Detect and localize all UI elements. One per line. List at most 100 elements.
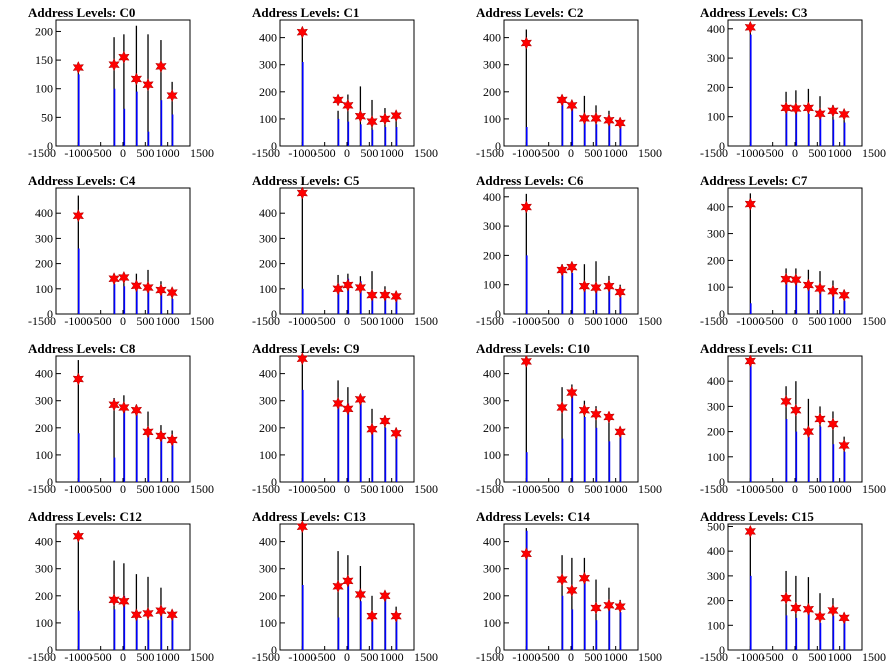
star-marker-icon: [790, 403, 802, 417]
star-marker-icon: [118, 400, 130, 415]
x-tick-label: -1000: [288, 650, 316, 664]
y-tick-label: 0: [495, 307, 501, 321]
panel-12: Address Levels: C12 0 100 200 300 400 -1500 -10…: [28, 509, 214, 664]
chart-title: Address Levels: C4: [28, 173, 136, 188]
star-marker-icon: [390, 426, 402, 440]
x-tick-label: 0: [120, 650, 126, 664]
star-marker-icon: [72, 60, 85, 75]
star-marker-icon: [556, 572, 568, 587]
x-tick-label: 0: [568, 314, 574, 328]
plot-frame: [279, 355, 415, 483]
y-tick-label: 200: [35, 24, 53, 38]
y-tick-label: 100: [35, 616, 53, 630]
star-marker-icon: [155, 429, 167, 443]
y-tick-label: 400: [707, 22, 725, 36]
x-tick-label: -500: [314, 482, 336, 496]
x-tick-label: 1500: [638, 314, 662, 328]
panel-8: Address Levels: C8 0 100 200 300 400 -1500 -100…: [28, 341, 214, 496]
y-tick-label: 100: [707, 280, 725, 294]
star-marker-icon: [342, 278, 354, 292]
chart-title: Address Levels: C5: [252, 173, 360, 188]
star-marker-icon: [566, 260, 578, 274]
x-tick-label: 500: [360, 650, 378, 664]
star-marker-icon: [390, 609, 402, 623]
star-marker-icon: [108, 593, 120, 607]
star-marker-icon: [744, 354, 757, 368]
x-tick-label: 0: [792, 482, 798, 496]
star-marker-icon: [827, 104, 839, 118]
star-marker-icon: [802, 278, 815, 292]
x-tick-label: 0: [568, 482, 574, 496]
star-marker-icon: [838, 438, 850, 453]
x-tick-label: -500: [90, 482, 112, 496]
y-tick-label: 200: [483, 248, 501, 262]
y-tick-label: 100: [483, 616, 501, 630]
chart-title: Address Levels: C0: [28, 5, 135, 20]
x-tick-label: -1500: [700, 650, 728, 664]
x-tick-label: -500: [762, 482, 784, 496]
chart-title: Address Levels: C12: [28, 509, 142, 524]
x-tick-label: -1000: [64, 146, 92, 160]
y-tick-label: 0: [47, 307, 53, 321]
chart-title: Address Levels: C10: [476, 341, 590, 356]
panel-13: Address Levels: C13 0 100 200 300 400 -1500 -10…: [252, 509, 438, 664]
chart-title: Address Levels: C7: [700, 173, 808, 188]
x-tick-label: 500: [584, 482, 602, 496]
plot-frame: [55, 19, 191, 147]
y-tick-label: 300: [259, 562, 277, 576]
star-marker-icon: [814, 412, 826, 426]
star-marker-icon: [814, 107, 826, 121]
x-tick-label: -500: [90, 146, 112, 160]
y-tick-label: 400: [707, 374, 725, 388]
y-tick-label: 400: [259, 31, 277, 45]
y-tick-label: 0: [271, 139, 277, 153]
x-tick-label: -500: [90, 650, 112, 664]
y-tick-label: 100: [707, 618, 725, 632]
y-tick-label: 400: [35, 206, 53, 220]
y-tick-label: 100: [35, 282, 53, 296]
y-tick-label: 100: [483, 112, 501, 126]
star-marker-icon: [827, 284, 839, 298]
x-tick-label: 500: [584, 650, 602, 664]
star-marker-icon: [838, 107, 850, 121]
star-marker-icon: [366, 114, 378, 129]
star-marker-icon: [354, 280, 367, 295]
x-tick-label: 0: [120, 314, 126, 328]
star-marker-icon: [166, 608, 178, 622]
y-tick-label: 100: [707, 110, 725, 124]
y-tick-label: 300: [259, 394, 277, 408]
y-tick-label: 100: [259, 448, 277, 462]
x-tick-label: 1500: [638, 146, 662, 160]
panel-6: Address Levels: C6 0 100 200 300 400 -1500 -100…: [476, 173, 662, 328]
x-tick-label: -1000: [736, 482, 764, 496]
x-tick-label: 1000: [380, 314, 404, 328]
x-tick-label: 1500: [414, 146, 438, 160]
x-tick-label: 1000: [604, 650, 628, 664]
y-tick-label: 400: [259, 535, 277, 549]
x-tick-label: 500: [808, 314, 826, 328]
star-marker-icon: [166, 88, 178, 103]
star-marker-icon: [296, 25, 309, 39]
star-marker-icon: [790, 273, 802, 287]
panel-1: Address Levels: C1 0 100 200 300 400 -1500 -100…: [252, 5, 438, 160]
star-marker-icon: [556, 263, 568, 277]
star-marker-icon: [802, 101, 815, 115]
x-tick-label: 1500: [414, 650, 438, 664]
star-marker-icon: [838, 611, 850, 625]
y-tick-label: 500: [707, 519, 725, 533]
y-tick-label: 400: [35, 367, 53, 381]
x-tick-label: -1000: [736, 146, 764, 160]
x-tick-label: 500: [360, 314, 378, 328]
y-tick-label: 300: [707, 51, 725, 65]
x-tick-label: -1500: [252, 314, 280, 328]
star-marker-icon: [166, 285, 178, 300]
y-tick-label: 150: [35, 53, 53, 67]
panel-2: Address Levels: C2 0 100 200 300 400 -1500 -100…: [476, 5, 662, 160]
plot-frame: [55, 523, 191, 651]
y-tick-label: 200: [707, 80, 725, 94]
x-tick-label: 0: [344, 650, 350, 664]
x-tick-label: 0: [344, 314, 350, 328]
star-marker-icon: [603, 598, 615, 612]
star-marker-icon: [108, 272, 120, 286]
star-marker-icon: [118, 270, 130, 285]
